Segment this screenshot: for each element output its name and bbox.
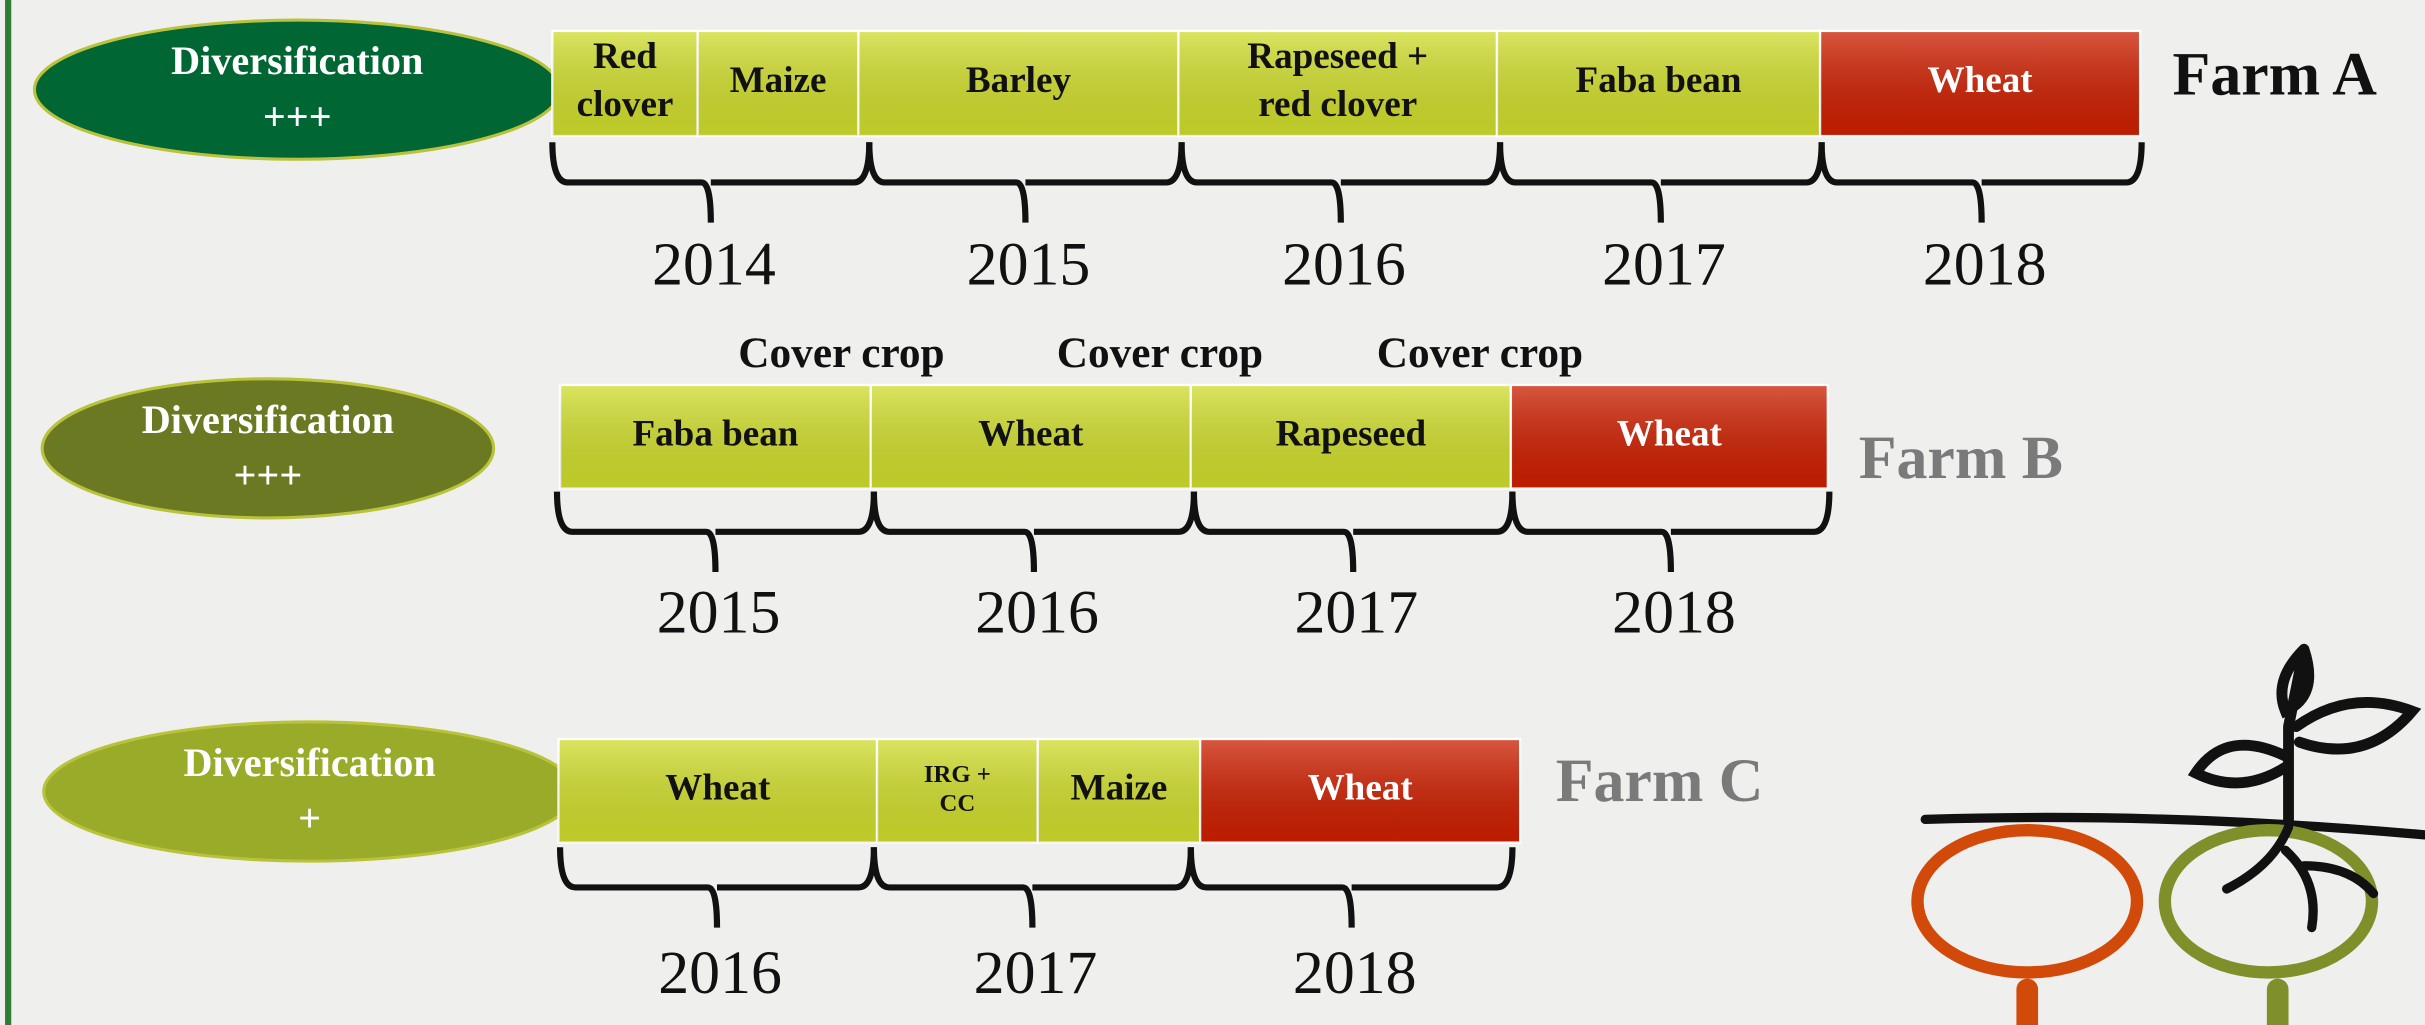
- crop-label: Wheat: [1308, 767, 1414, 808]
- cover-crop-label: Cover crop: [1057, 329, 1263, 377]
- farm-name: Farm B: [1859, 424, 2063, 492]
- crop-label: clover: [577, 84, 674, 125]
- crop-label: Wheat: [1617, 413, 1723, 454]
- year-label: 2018: [1923, 231, 2047, 299]
- farm-name: Farm C: [1556, 747, 1764, 815]
- diversification-label: +++: [234, 452, 303, 497]
- crop-label: red clover: [1258, 84, 1417, 125]
- year-label: 2015: [657, 579, 781, 647]
- crop-label: Wheat: [1928, 60, 2034, 101]
- crop-label: Wheat: [665, 767, 771, 808]
- year-label: 2014: [652, 231, 776, 299]
- diversification-label: Diversification: [184, 740, 436, 785]
- crop-label: Maize: [730, 60, 827, 101]
- crop-label: Maize: [1071, 767, 1168, 808]
- farm-name: Farm A: [2173, 41, 2378, 109]
- year-label: 2016: [1282, 231, 1406, 299]
- page: {"farms": [ {"name": "Farm A", "name_col…: [0, 0, 2425, 1025]
- year-label: 2016: [658, 939, 782, 1007]
- year-label: 2018: [1612, 579, 1736, 647]
- crop-label: Wheat: [978, 413, 1084, 454]
- diagram: Diversification +++ Red clover Maize Barley Ra…: [0, 0, 2425, 1025]
- year-label: 2017: [974, 939, 1098, 1007]
- diversification-label: +: [298, 796, 321, 841]
- crop-label: CC: [940, 790, 976, 817]
- year-label: 2015: [967, 231, 1091, 299]
- cover-crop-label: Cover crop: [738, 329, 944, 377]
- year-label: 2017: [1602, 231, 1726, 299]
- crop-label: Barley: [966, 60, 1072, 101]
- year-label: 2016: [975, 579, 1099, 647]
- diversification-label: Diversification: [142, 397, 394, 442]
- year-label: 2017: [1294, 579, 1418, 647]
- crop-label: Rapeseed +: [1247, 36, 1428, 77]
- crop-label: Faba bean: [632, 413, 798, 454]
- diversification-label: +++: [263, 94, 332, 139]
- crop-label: IRG +: [924, 761, 991, 788]
- crop-label: Rapeseed: [1276, 413, 1427, 454]
- year-label: 2018: [1293, 939, 1417, 1007]
- crop-label: Faba bean: [1576, 60, 1742, 101]
- cover-crop-label: Cover crop: [1377, 329, 1583, 377]
- crop-label: Red: [593, 36, 657, 77]
- diversification-label: Diversification: [171, 38, 423, 83]
